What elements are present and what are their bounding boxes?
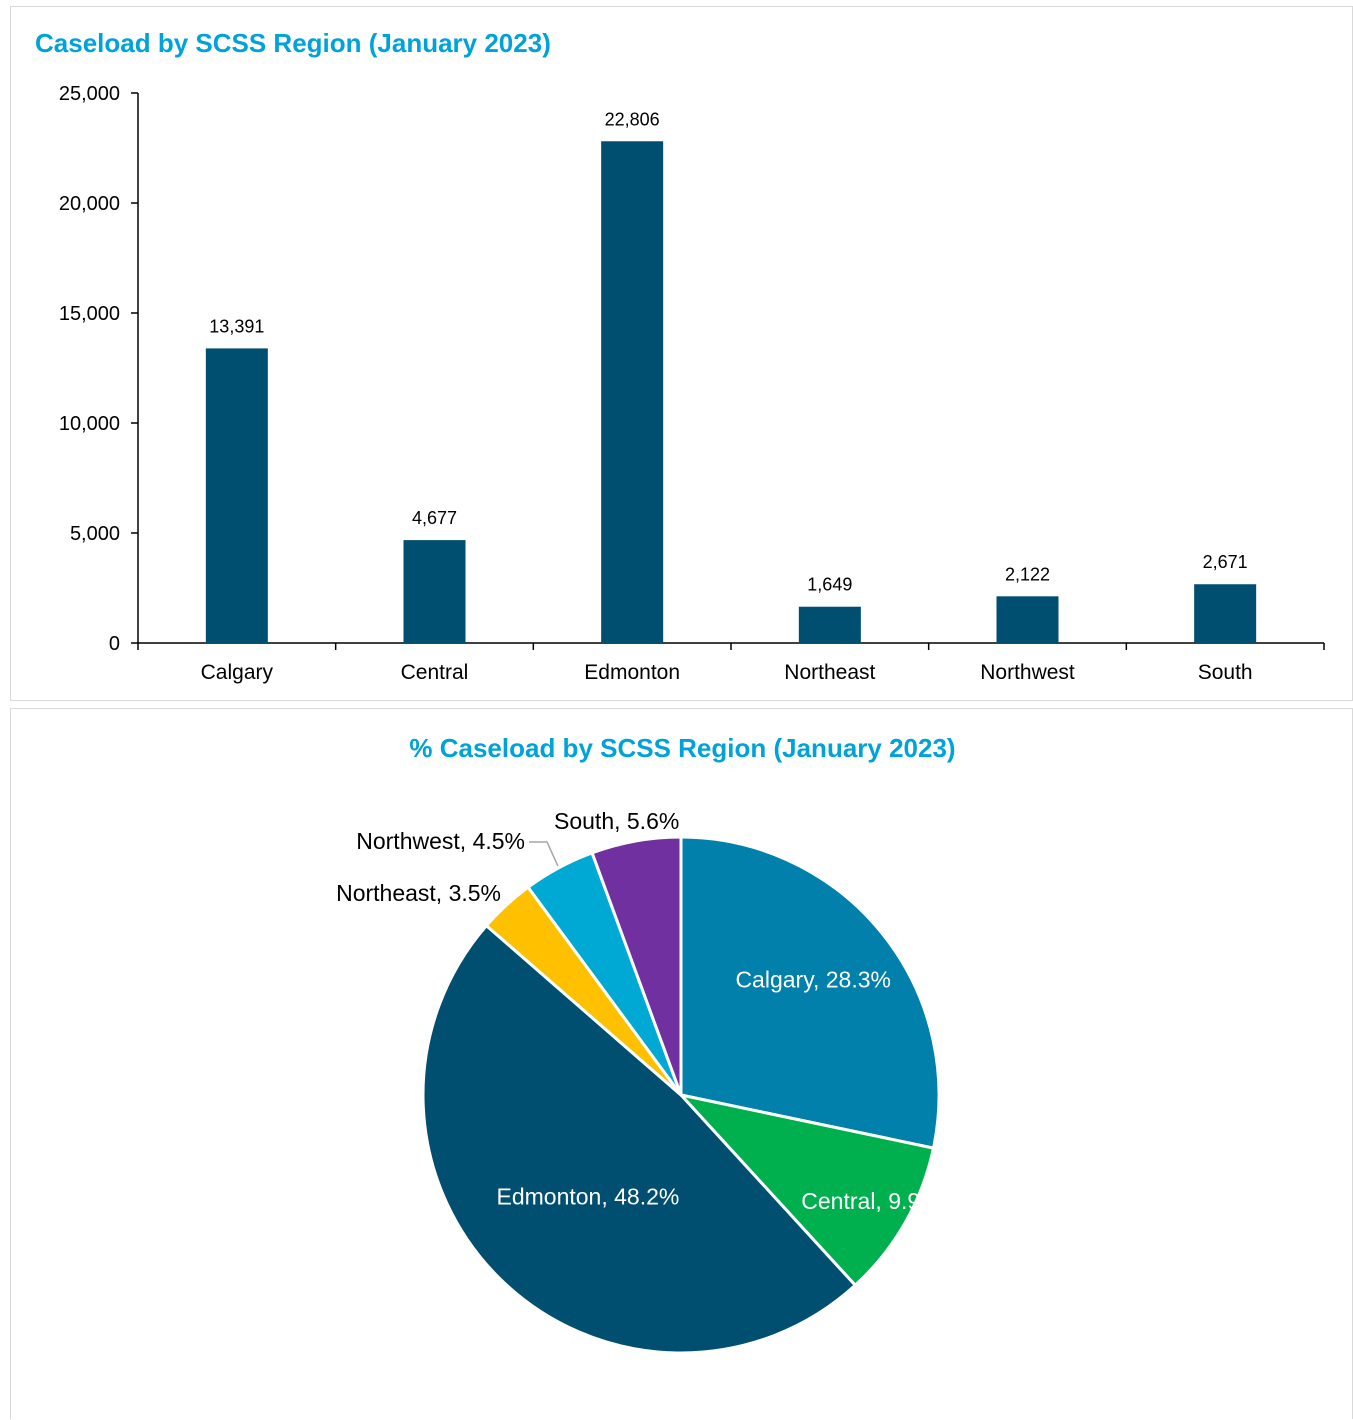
data-label: 22,806 [605,109,660,129]
bar-south [1194,584,1257,643]
pie-slice-central [679,1093,935,1287]
bar-calgary [205,348,268,643]
x-tick-label: Central [401,661,469,684]
pie-slice-south [590,835,683,1097]
slice-label: Northeast, 3.5% [336,880,501,906]
pie-chart: Calgary, 28.3% Central, 9.9% Edmonton, 48.… [336,808,941,1355]
data-label: 2,122 [1005,564,1050,584]
bar-chart: 0 5,000 10,000 15,000 20,000 25,000 13,391 Calg… [59,83,1325,684]
bar-chart-title: Caseload by SCSS Region (January 2023) [35,28,551,58]
data-label: 2,671 [1203,552,1248,572]
leader-line [529,841,559,867]
bar-edmonton [601,141,664,643]
data-label: 13,391 [209,316,264,336]
data-label: 1,649 [807,575,852,595]
x-tick-label: Northeast [784,661,875,684]
y-tick-label: 20,000 [59,193,120,215]
x-tick-label: Edmonton [584,661,680,684]
data-label: 4,677 [412,508,457,528]
bar-northeast [798,606,861,643]
y-tick-label: 10,000 [59,413,120,435]
slice-label: Calgary, 28.3% [735,967,891,993]
slice-label: Northwest, 4.5% [356,828,525,854]
slice-label: South, 5.6% [554,808,679,834]
slice-label: Central, 9.9% [801,1188,940,1214]
bar-northwest [996,596,1059,643]
y-tick-label: 0 [109,633,120,655]
x-tick-label: Northwest [980,661,1075,684]
slice-label: Edmonton, 48.2% [497,1184,680,1210]
y-tick-label: 5,000 [70,523,120,545]
pie-slice-calgary [679,835,941,1150]
x-tick-label: South [1198,661,1253,684]
bar-chart-panel: Caseload by SCSS Region (January 2023) 0… [10,6,1353,701]
pie-chart-title: % Caseload by SCSS Region (January 2023) [409,733,956,763]
bar-central [403,540,466,643]
pie-slice-edmonton [421,924,857,1355]
pie-chart-panel: % Caseload by SCSS Region (January 2023)… [10,708,1353,1419]
y-tick-label: 25,000 [59,83,120,105]
y-tick-label: 15,000 [59,303,120,325]
x-tick-label: Calgary [201,661,274,684]
